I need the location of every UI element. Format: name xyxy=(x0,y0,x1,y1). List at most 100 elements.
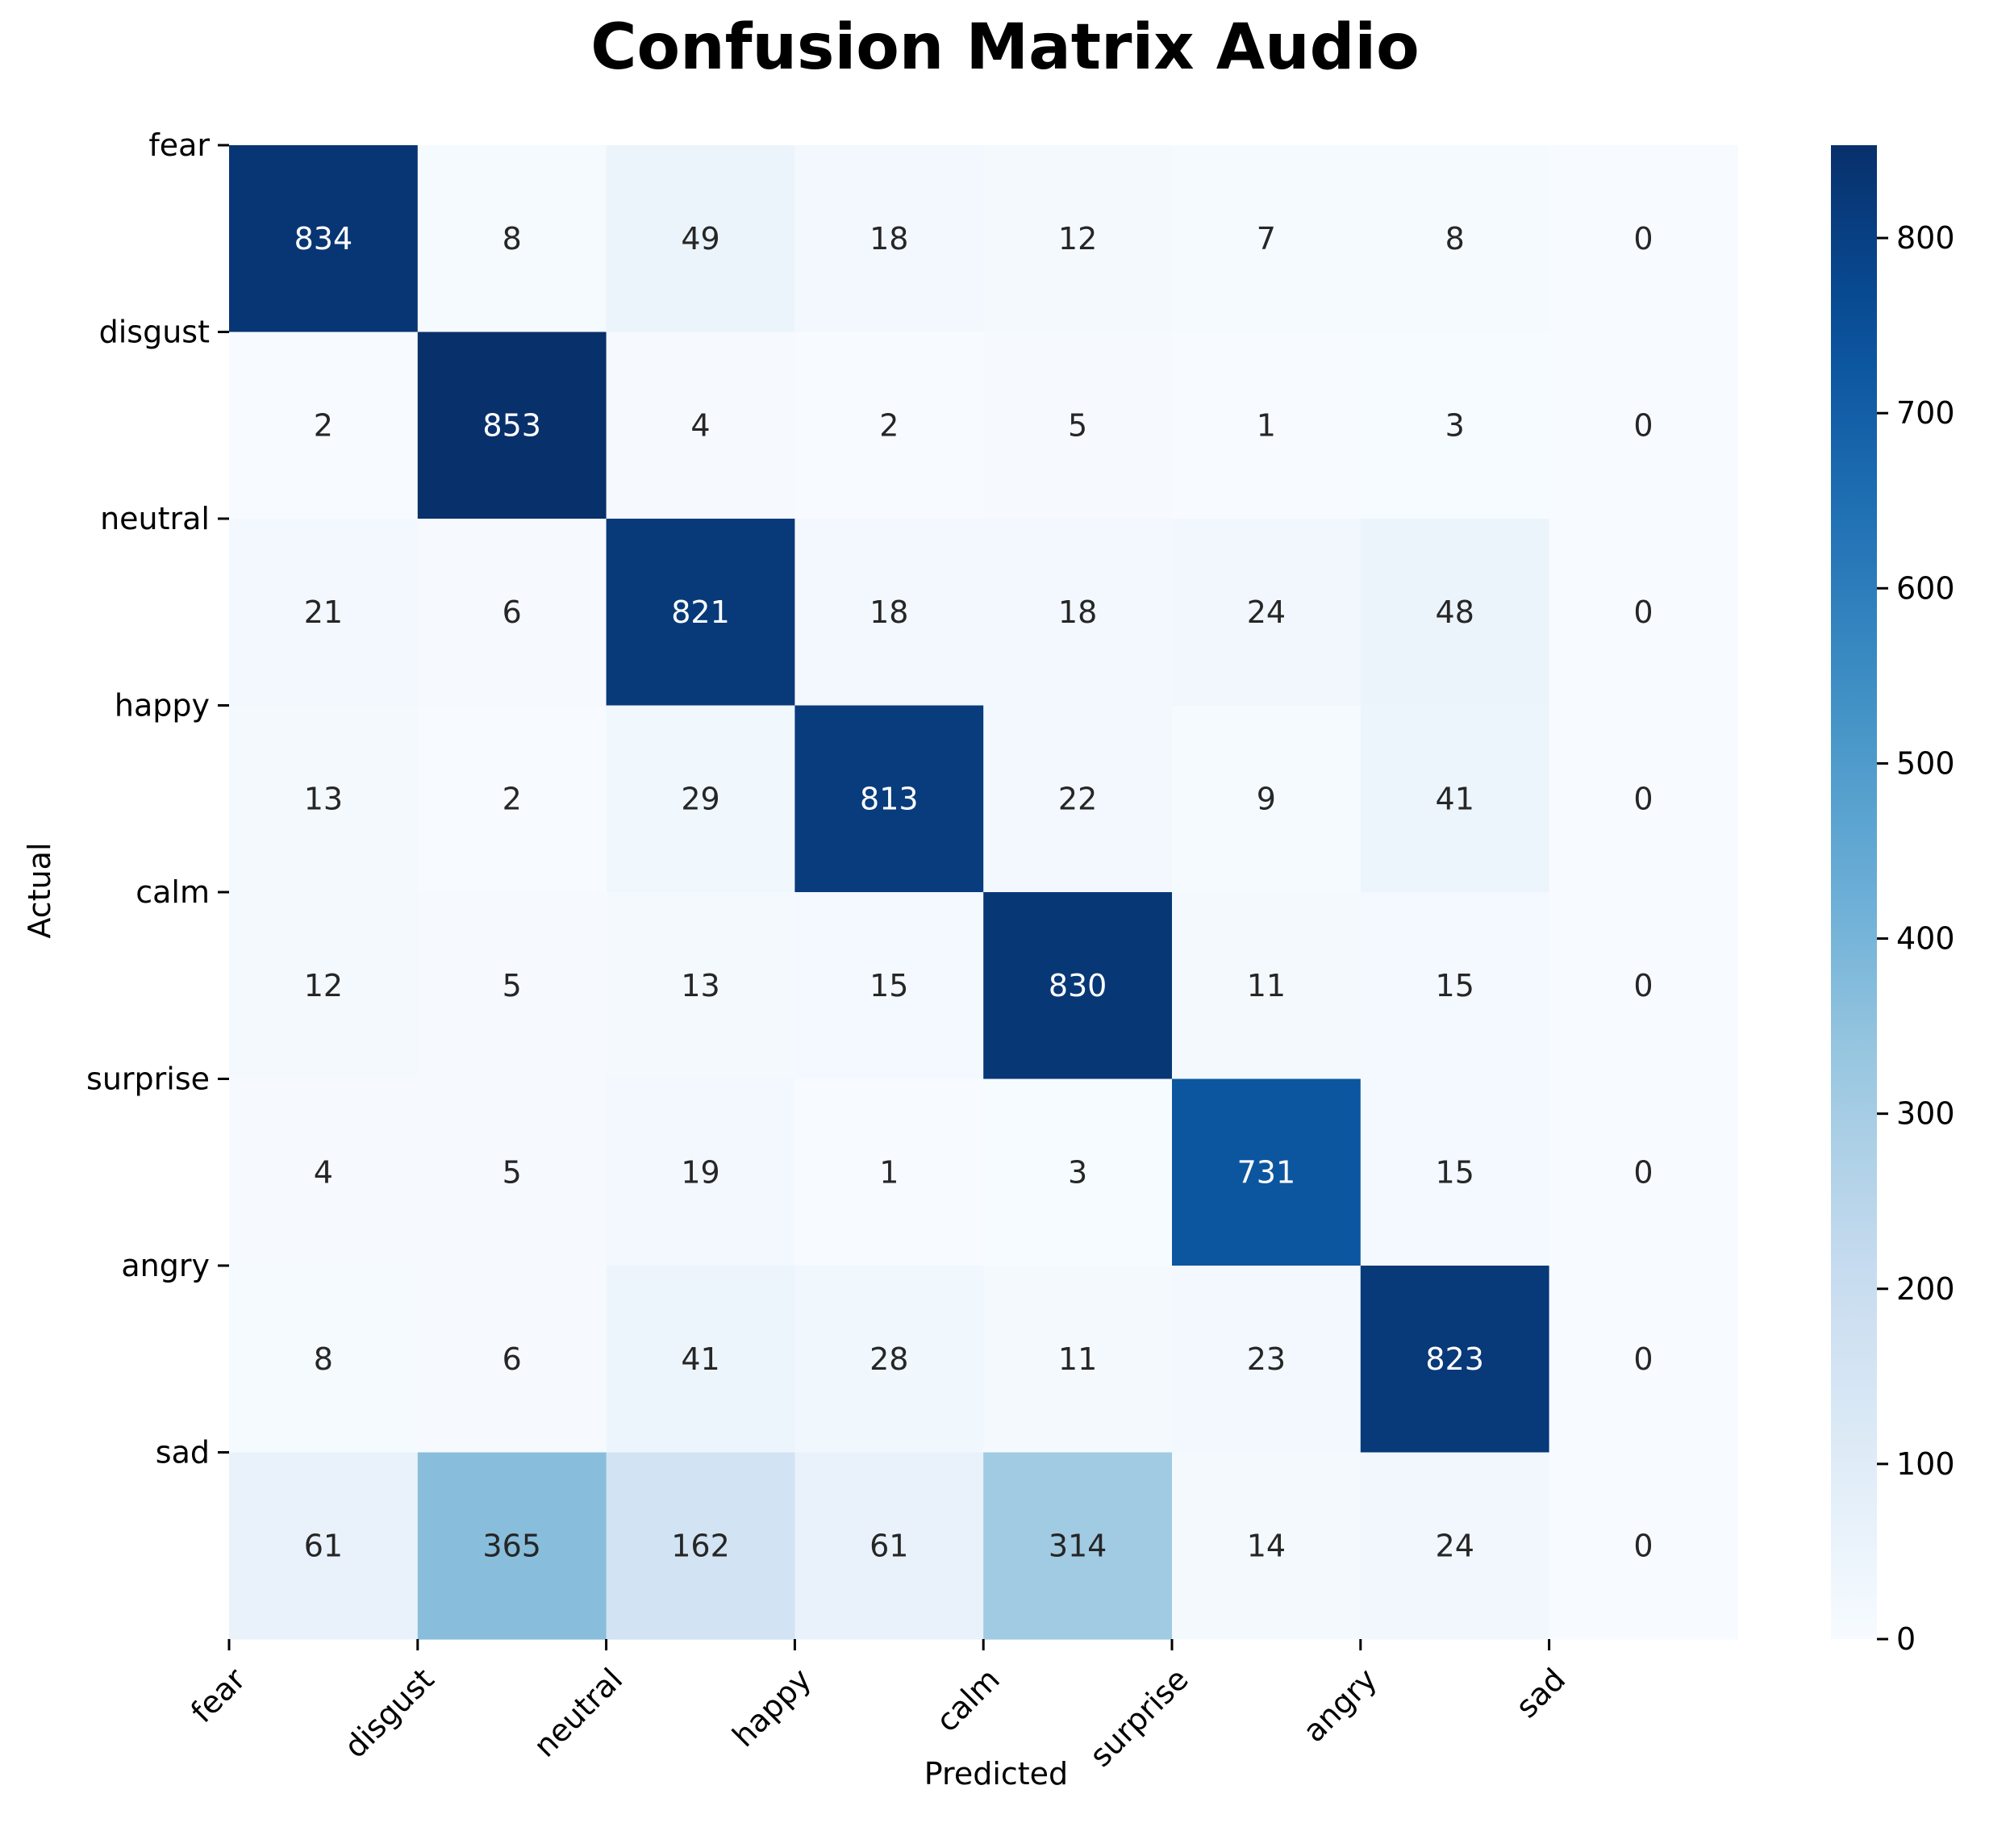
cell-value-label: 6 xyxy=(503,1341,522,1377)
cell-value-label: 41 xyxy=(1436,781,1474,816)
cell-value-label: 2 xyxy=(879,407,899,443)
cell-value-label: 0 xyxy=(1633,221,1653,257)
heatmap-cell xyxy=(983,145,1173,333)
x-tick-label: disgust xyxy=(337,1662,440,1765)
cell-value-label: 12 xyxy=(304,968,343,1003)
heatmap-cell xyxy=(417,705,607,893)
colorbar-tick-label: 800 xyxy=(1896,220,1955,256)
cell-value-label: 1 xyxy=(879,1154,899,1190)
heatmap-cell xyxy=(417,892,607,1080)
cell-value-label: 4 xyxy=(690,407,710,443)
heatmap-cell xyxy=(1360,145,1550,333)
x-tick-label: calm xyxy=(929,1662,1007,1739)
heatmap-cell xyxy=(983,1452,1173,1640)
cell-value-label: 18 xyxy=(1058,594,1097,630)
heatmap-cell xyxy=(1549,1266,1738,1454)
cell-value-label: 823 xyxy=(1425,1341,1484,1377)
heatmap-cell xyxy=(983,892,1173,1080)
heatmap-cell xyxy=(417,332,607,519)
cell-value-label: 18 xyxy=(869,221,908,257)
heatmap-cell xyxy=(983,1078,1173,1266)
cell-value-label: 5 xyxy=(503,968,522,1003)
heatmap-cell xyxy=(1549,332,1738,519)
y-tick-label: sad xyxy=(156,1435,210,1470)
cell-value-label: 61 xyxy=(869,1528,908,1563)
heatmap-cell xyxy=(1360,705,1550,893)
heatmap-cell xyxy=(417,1452,607,1640)
cell-value-label: 8 xyxy=(1445,221,1465,257)
cell-value-label: 29 xyxy=(681,781,719,816)
heatmap-cell xyxy=(417,519,607,707)
cell-value-label: 5 xyxy=(1068,407,1087,443)
cell-value-label: 365 xyxy=(482,1528,541,1563)
heatmap-cell xyxy=(229,892,419,1080)
cell-value-label: 821 xyxy=(671,594,730,630)
y-tick-label: happy xyxy=(115,688,210,724)
heatmap-cell xyxy=(983,332,1173,519)
colorbar-tick-label: 500 xyxy=(1896,745,1955,781)
cell-value-label: 22 xyxy=(1058,781,1097,816)
heatmap-cell xyxy=(1360,1452,1550,1640)
cell-value-label: 4 xyxy=(314,1154,333,1190)
heatmap-cell xyxy=(606,145,795,333)
heatmap-cell xyxy=(794,892,984,1080)
x-axis-label: Predicted xyxy=(924,1756,1068,1792)
y-tick-label: disgust xyxy=(99,315,210,350)
heatmap-cell xyxy=(229,332,419,519)
cell-value-label: 0 xyxy=(1633,407,1653,443)
heatmap-cell xyxy=(1360,892,1550,1080)
cell-value-label: 7 xyxy=(1257,221,1276,257)
colorbar-tick-label: 300 xyxy=(1896,1096,1955,1132)
cell-value-label: 834 xyxy=(294,221,353,257)
heatmap-cell xyxy=(794,145,984,333)
cell-value-label: 8 xyxy=(503,221,522,257)
cell-value-label: 5 xyxy=(503,1154,522,1190)
heatmap-cell xyxy=(1360,1078,1550,1266)
y-tick-label: neutral xyxy=(100,501,210,536)
heatmap-cell xyxy=(229,1078,419,1266)
cell-value-label: 11 xyxy=(1247,968,1286,1003)
cell-value-label: 13 xyxy=(681,968,719,1003)
heatmap-cell xyxy=(229,1266,419,1454)
heatmap-cells xyxy=(229,145,1738,1640)
cell-value-label: 3 xyxy=(1068,1154,1087,1190)
heatmap-cell xyxy=(794,1452,984,1640)
heatmap-cell xyxy=(1172,145,1362,333)
heatmap-cell xyxy=(1360,332,1550,519)
heatmap-cell xyxy=(1172,1078,1362,1266)
heatmap-cell xyxy=(417,1266,607,1454)
cell-value-label: 41 xyxy=(681,1341,719,1377)
heatmap-cell xyxy=(1549,1078,1738,1266)
cell-value-label: 853 xyxy=(482,407,541,443)
colorbar-tick-label: 0 xyxy=(1896,1621,1916,1657)
cell-value-label: 0 xyxy=(1633,594,1653,630)
x-tick-label: neutral xyxy=(527,1662,629,1764)
cell-value-label: 28 xyxy=(869,1341,908,1377)
y-tick-label: fear xyxy=(148,127,210,163)
cell-value-label: 2 xyxy=(314,407,333,443)
cell-value-label: 0 xyxy=(1633,1154,1653,1190)
heatmap-cell xyxy=(1172,519,1362,707)
colorbar-tick-label: 100 xyxy=(1896,1446,1955,1482)
cell-value-label: 21 xyxy=(304,594,343,630)
cell-value-label: 23 xyxy=(1247,1341,1286,1377)
heatmap-cell xyxy=(794,332,984,519)
cell-value-label: 0 xyxy=(1633,1341,1653,1377)
heatmap-cell xyxy=(1549,145,1738,333)
cell-value-label: 314 xyxy=(1049,1528,1107,1563)
heatmap-cell xyxy=(606,892,795,1080)
heatmap-cell xyxy=(1549,892,1738,1080)
colorbar-tick-label: 600 xyxy=(1896,570,1955,606)
heatmap-cell xyxy=(229,145,419,333)
heatmap-cell xyxy=(229,1452,419,1640)
cell-value-label: 162 xyxy=(671,1528,730,1563)
heatmap-cell xyxy=(1172,892,1362,1080)
y-tick-label: surprise xyxy=(86,1062,210,1097)
cell-value-label: 1 xyxy=(1257,407,1276,443)
cell-value-label: 3 xyxy=(1445,407,1465,443)
colorbar xyxy=(1831,145,1877,1639)
heatmap-cell xyxy=(794,1078,984,1266)
colorbar-tick-label: 700 xyxy=(1896,395,1955,431)
heatmap-cell xyxy=(606,1266,795,1454)
x-tick-label: happy xyxy=(726,1662,819,1754)
